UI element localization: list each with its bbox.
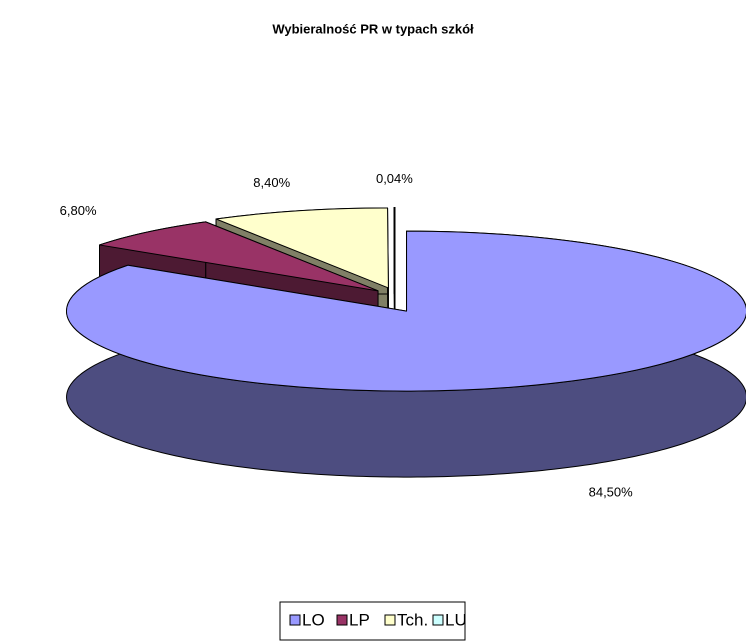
legend-label: LP <box>349 610 370 629</box>
slice-top <box>393 206 396 288</box>
legend-swatch <box>289 614 301 626</box>
pie: 84,50% 6,80% 8,40% 0,04% <box>60 171 746 499</box>
legend-label: LU <box>445 610 467 629</box>
legend-label: Tch. <box>397 610 428 629</box>
legend-label: LO <box>302 610 325 629</box>
legend-swatch <box>432 614 444 626</box>
slice-top <box>215 207 389 289</box>
legend: LO LP Tch. LU <box>289 610 467 629</box>
legend-swatch <box>336 614 348 626</box>
legend-swatch <box>384 614 396 626</box>
chart-title: Wybieralność PR w typach szkół <box>272 21 474 36</box>
data-label: 8,40% <box>253 175 290 190</box>
data-label: 6,80% <box>60 203 97 218</box>
data-label: 84,50% <box>589 484 634 499</box>
slice-top <box>99 221 379 292</box>
slice-top <box>66 230 746 392</box>
data-label: 0,04% <box>376 171 413 186</box>
slice <box>66 230 746 478</box>
